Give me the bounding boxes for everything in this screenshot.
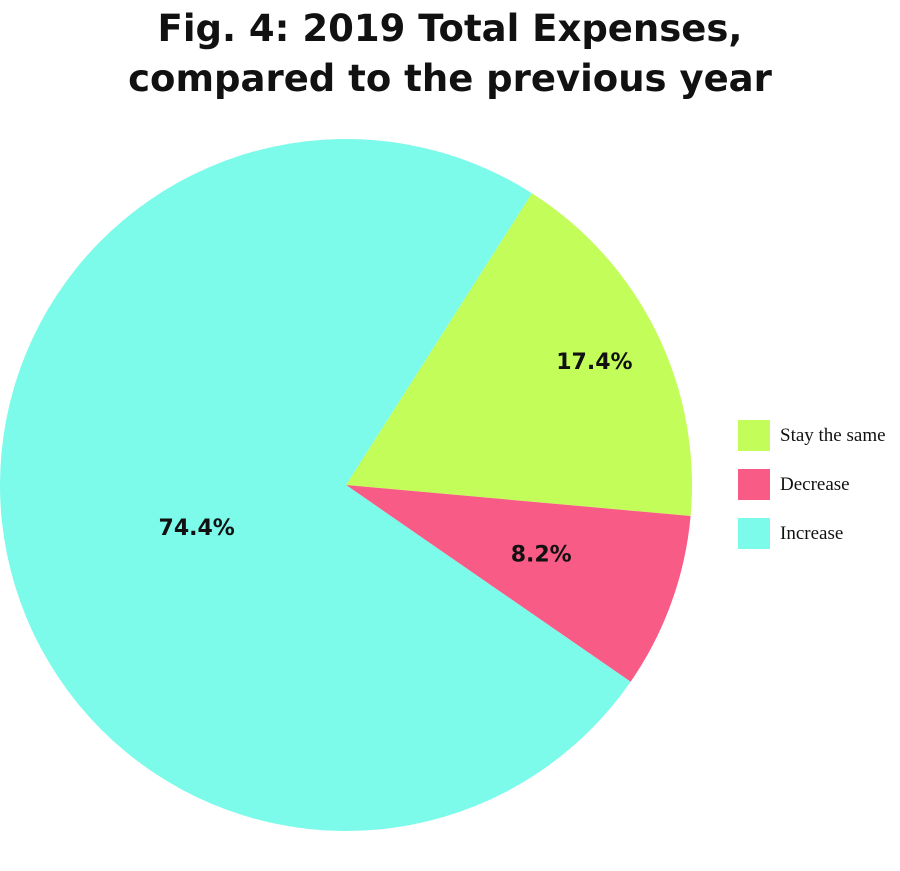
pie-slice-stay-the-same <box>346 193 693 516</box>
legend-label-increase: Increase <box>780 523 843 544</box>
chart-title: Fig. 4: 2019 Total Expenses, compared to… <box>0 4 900 104</box>
slice-labels: 17.4% 8.2% 74.4% <box>159 350 633 568</box>
pie-slices <box>0 139 693 831</box>
slice-label-stay-the-same: 17.4% <box>556 350 632 375</box>
legend-swatch-stay-the-same <box>738 420 770 451</box>
pie-slice-decrease <box>346 485 691 682</box>
legend: Stay the same Decrease Increase <box>738 420 886 549</box>
legend-swatch-decrease <box>738 469 770 500</box>
legend-label-decrease: Decrease <box>780 474 850 495</box>
chart-title-line-1: Fig. 4: 2019 Total Expenses, <box>157 7 743 50</box>
chart-title-line-2: compared to the previous year <box>128 57 772 100</box>
legend-swatch-increase <box>738 518 770 549</box>
slice-label-increase: 74.4% <box>159 516 235 541</box>
legend-label-stay-the-same: Stay the same <box>780 425 886 446</box>
slice-label-decrease: 8.2% <box>511 543 572 568</box>
pie-slice-increase <box>0 139 631 831</box>
